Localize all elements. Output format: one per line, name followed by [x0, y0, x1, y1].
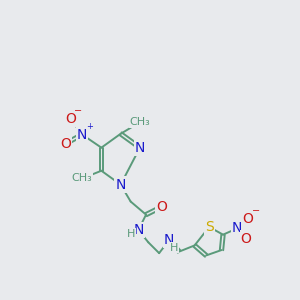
Text: −: − [74, 106, 83, 116]
Text: O: O [156, 200, 167, 214]
Text: H: H [170, 243, 179, 253]
Text: −: − [251, 206, 260, 216]
Text: N: N [116, 178, 126, 192]
Text: H: H [127, 229, 136, 239]
Text: N: N [135, 141, 145, 155]
Text: +: + [86, 122, 93, 131]
Text: N: N [232, 221, 242, 236]
Text: S: S [205, 220, 214, 234]
Text: N: N [77, 128, 87, 142]
Text: N: N [164, 233, 174, 247]
Text: O: O [241, 232, 252, 245]
Text: CH₃: CH₃ [72, 173, 92, 184]
Text: N: N [133, 223, 143, 237]
Text: O: O [60, 137, 70, 151]
Text: +: + [241, 216, 247, 225]
Text: CH₃: CH₃ [130, 117, 150, 127]
Text: O: O [242, 212, 253, 226]
Text: O: O [65, 112, 76, 126]
